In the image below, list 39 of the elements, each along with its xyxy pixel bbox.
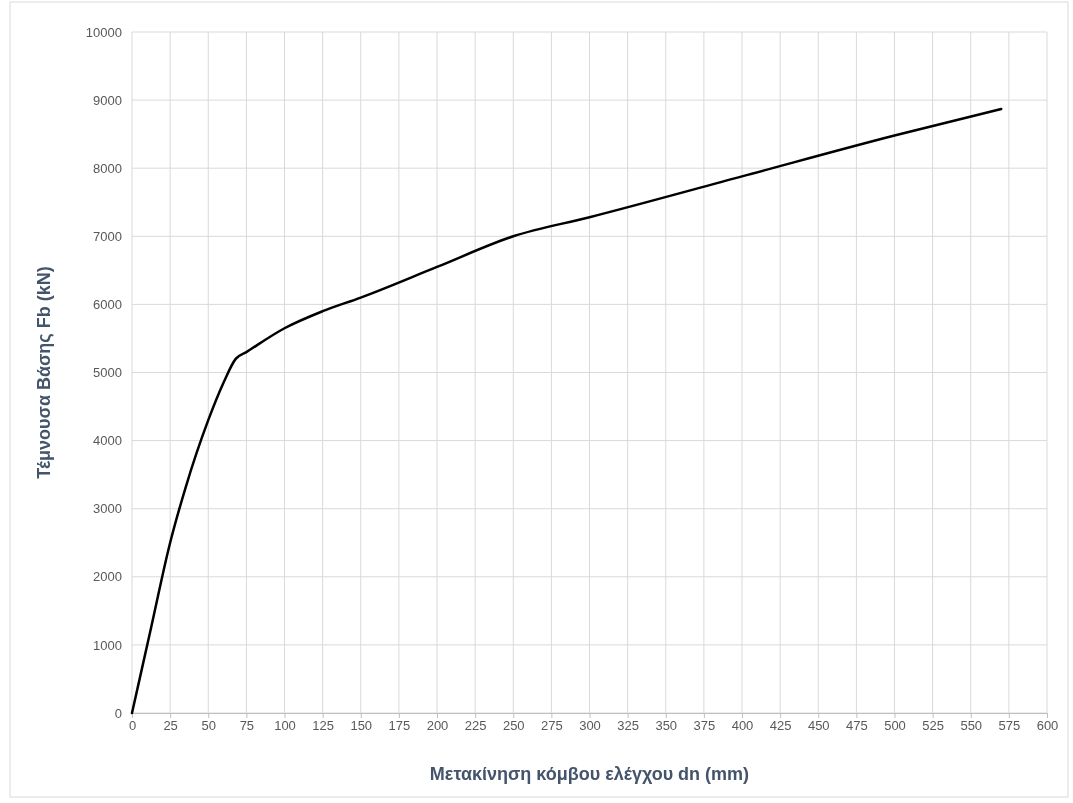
x-tick-label: 300	[579, 718, 601, 734]
x-tick-label: 25	[163, 718, 178, 734]
x-tick-label: 0	[128, 718, 137, 734]
x-tick-label: 600	[1036, 718, 1059, 734]
x-tick-label: 250	[502, 718, 525, 734]
x-tick-label: 400	[731, 718, 754, 734]
x-tick-label: 50	[201, 718, 216, 734]
x-tick-label: 350	[655, 718, 678, 734]
x-tick-label: 375	[693, 718, 716, 734]
x-tick-label: 325	[617, 718, 639, 734]
x-tick-label: 550	[960, 718, 983, 734]
x-axis-title: Μετακίνηση κόμβου ελέγχου dn (mm)	[429, 764, 750, 784]
x-tick-label: 75	[239, 718, 255, 734]
y-tick-label: 6000	[93, 297, 122, 313]
y-tick-label: 10000	[85, 24, 122, 40]
x-tick-label: 175	[388, 718, 411, 734]
x-tick-label: 150	[350, 718, 373, 734]
y-tick-label: 9000	[93, 92, 122, 108]
line-series	[130, 107, 1003, 715]
x-tick-label: 125	[312, 718, 334, 734]
x-tick-label: 200	[426, 718, 449, 734]
y-tick-label: 1000	[93, 637, 122, 653]
x-tick-label: 225	[464, 718, 487, 734]
x-tick-label: 475	[846, 718, 868, 734]
x-tick-label: 425	[769, 718, 792, 734]
x-tick-label: 100	[274, 718, 296, 734]
x-tick-label: 450	[807, 718, 830, 734]
y-tick-label: 8000	[93, 160, 122, 176]
y-axis-title: Τέμνουσα Βάσης Fb (kN)	[34, 266, 54, 479]
x-tick-label: 275	[541, 718, 563, 734]
y-tick-label: 5000	[93, 365, 122, 381]
y-tick-label: 7000	[93, 228, 122, 244]
x-tick-label: 575	[998, 718, 1021, 734]
x-tick-label: 500	[884, 718, 906, 734]
x-tick-label: 525	[922, 718, 944, 734]
y-tick-label: 2000	[93, 569, 122, 585]
y-tick-label: 3000	[93, 501, 122, 517]
y-tick-label: 0	[114, 705, 122, 721]
y-tick-label: 4000	[93, 433, 122, 449]
